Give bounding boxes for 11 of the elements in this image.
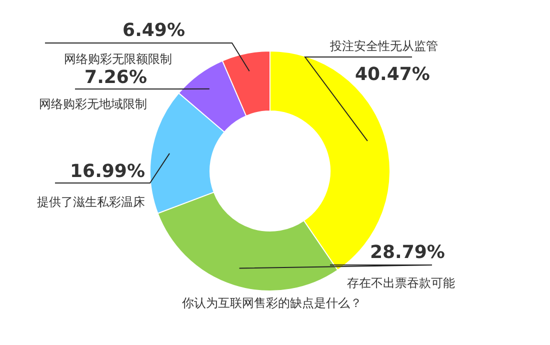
data-label: 40.47%: [355, 64, 430, 85]
slice-label: 网络购彩无地域限制: [39, 97, 147, 111]
slice-label: 提供了滋生私彩温床: [37, 195, 145, 209]
slice-label: 存在不出票吞款可能: [347, 276, 455, 290]
slice-label: 投注安全性无从监管: [329, 39, 438, 53]
data-label: 6.49%: [122, 20, 185, 41]
data-label: 7.26%: [84, 67, 147, 88]
data-label: 16.99%: [70, 161, 145, 182]
data-label: 28.79%: [370, 242, 445, 263]
slice-label: 网络购彩无限额限制: [64, 52, 172, 66]
text: 你认为互联网售彩的缺点是什么？: [181, 296, 362, 310]
